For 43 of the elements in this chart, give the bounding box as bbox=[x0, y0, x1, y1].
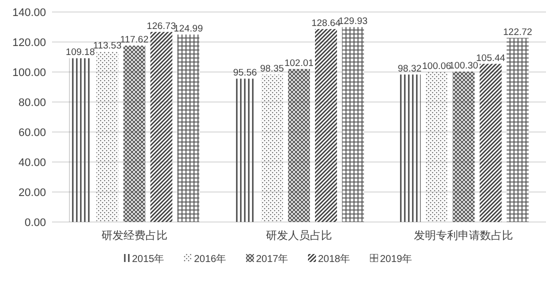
bar bbox=[480, 64, 502, 222]
y-tick-label: 80.00 bbox=[18, 97, 46, 109]
legend-label: 2015年 bbox=[132, 253, 164, 265]
y-tick-label: 0.00 bbox=[24, 217, 46, 229]
y-tick-label: 120.00 bbox=[12, 37, 46, 49]
data-label: 122.72 bbox=[503, 26, 532, 38]
y-tick-label: 60.00 bbox=[18, 127, 46, 139]
x-tick-label: 研发经费占比 bbox=[101, 229, 168, 242]
bar bbox=[150, 32, 172, 222]
x-tick-label: 发明专利申请数占比 bbox=[414, 229, 514, 242]
data-label: 100.30 bbox=[449, 60, 478, 72]
bar bbox=[452, 72, 475, 222]
bar bbox=[315, 29, 337, 222]
data-label: 102.01 bbox=[284, 58, 314, 69]
bar bbox=[398, 74, 421, 222]
bar bbox=[69, 58, 92, 222]
bar bbox=[177, 34, 200, 222]
data-label: 105.44 bbox=[476, 52, 506, 64]
data-label: 98.35 bbox=[260, 63, 284, 74]
data-label: 117.62 bbox=[120, 34, 149, 46]
y-tick-label: 140.00 bbox=[12, 7, 46, 19]
bar bbox=[234, 78, 256, 222]
bar bbox=[342, 27, 364, 222]
legend-label: 2017年 bbox=[256, 253, 288, 265]
data-label: 113.53 bbox=[93, 40, 122, 52]
bar bbox=[96, 52, 118, 222]
bar bbox=[426, 72, 448, 222]
data-label: 98.32 bbox=[398, 64, 422, 75]
y-tick-label: 20.00 bbox=[18, 187, 46, 199]
data-label: 109.18 bbox=[66, 47, 95, 58]
data-label: 126.73 bbox=[146, 20, 176, 32]
x-tick-label: 研发人员占比 bbox=[266, 229, 332, 242]
bar bbox=[288, 68, 310, 222]
legend-label: 2018年 bbox=[318, 253, 350, 265]
legend-label: 2019年 bbox=[380, 253, 412, 265]
legend-label: 2016年 bbox=[194, 253, 226, 265]
data-label: 95.56 bbox=[233, 68, 257, 79]
bar bbox=[506, 38, 529, 222]
bar bbox=[123, 46, 146, 222]
y-tick-label: 100.00 bbox=[12, 67, 46, 79]
data-label: 100.06 bbox=[422, 60, 452, 72]
y-tick-label: 40.00 bbox=[18, 157, 46, 169]
bar bbox=[261, 74, 283, 222]
